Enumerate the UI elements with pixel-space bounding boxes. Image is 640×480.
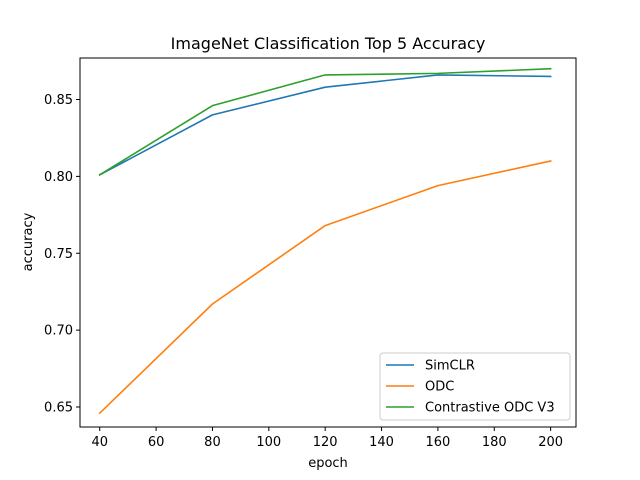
y-tick-label: 0.85 <box>44 93 73 108</box>
series-line-0 <box>98 74 552 176</box>
plot-area-frame <box>79 57 577 428</box>
legend-item-2: Contrastive ODC V3 <box>386 401 555 416</box>
y-axis-ticks: 0.65 0.70 0.75 0.80 0.85 <box>44 93 80 416</box>
legend-label: SimCLR <box>425 359 475 374</box>
x-axis-title: epoch <box>308 456 348 471</box>
x-tick-label: 200 <box>538 435 563 450</box>
x-tick-label: 40 <box>91 435 108 450</box>
legend-box <box>379 352 571 421</box>
chart-title: ImageNet Classification Top 5 Accuracy <box>171 34 486 53</box>
series-layer <box>98 67 552 415</box>
y-tick-label: 0.80 <box>44 170 73 185</box>
series-line-1 <box>98 160 552 415</box>
y-tick-label: 0.65 <box>44 401 73 416</box>
legend-label: ODC <box>425 380 454 395</box>
x-axis-ticks: 40 60 80 100 120 140 160 180 200 <box>91 427 563 450</box>
legend-item-0: SimCLR <box>386 359 475 374</box>
x-tick-label: 120 <box>313 435 338 450</box>
legend-label: Contrastive ODC V3 <box>425 401 555 416</box>
y-axis-title: accuracy <box>21 212 36 271</box>
x-tick-label: 160 <box>425 435 450 450</box>
x-tick-label: 180 <box>482 435 507 450</box>
x-tick-label: 60 <box>148 435 165 450</box>
legend-item-1: ODC <box>386 380 454 395</box>
legend: SimCLR ODC Contrastive ODC V3 <box>379 352 571 421</box>
series-line-2 <box>98 67 552 176</box>
y-tick-label: 0.75 <box>44 247 73 262</box>
x-tick-label: 100 <box>256 435 281 450</box>
x-tick-label: 80 <box>204 435 221 450</box>
y-tick-label: 0.70 <box>44 324 73 339</box>
x-tick-label: 140 <box>369 435 394 450</box>
